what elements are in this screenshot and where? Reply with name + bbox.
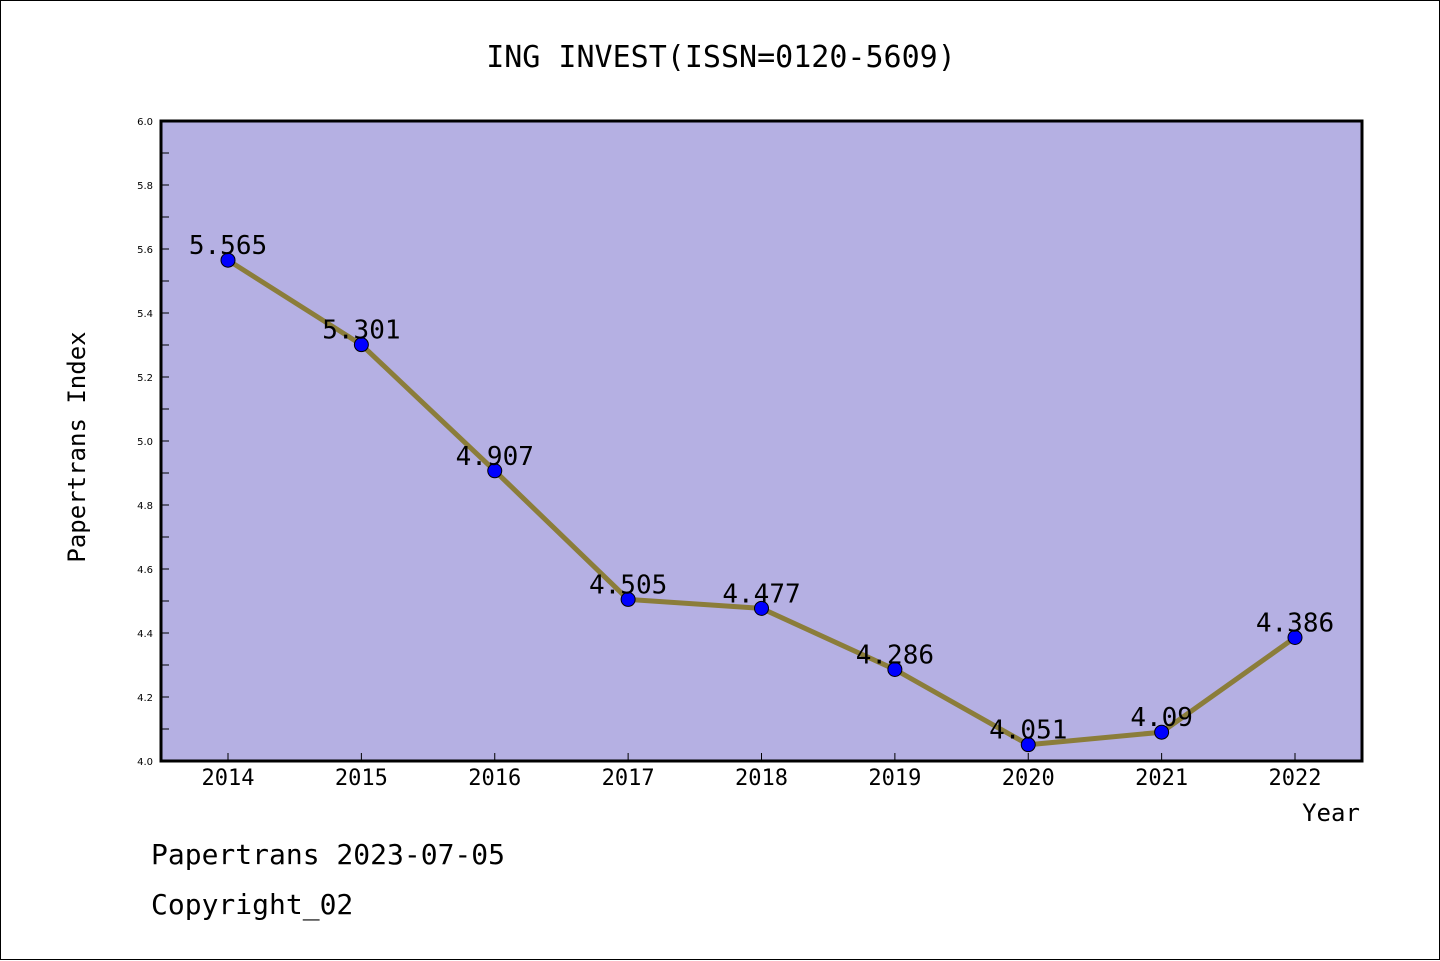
footer-copyright: Copyright_02 — [151, 888, 353, 922]
data-label: 4.286 — [856, 640, 934, 670]
x-tick-label: 2020 — [1002, 766, 1055, 791]
x-tick-label: 2022 — [1269, 766, 1322, 791]
data-point — [487, 463, 503, 479]
data-point — [1154, 724, 1170, 740]
x-axis-label: Year — [1302, 799, 1360, 827]
data-point — [1020, 737, 1036, 753]
data-point — [887, 661, 903, 677]
y-tick-label: 4.8 — [137, 501, 153, 512]
data-point — [220, 252, 236, 268]
footer-date: Papertrans 2023-07-05 — [151, 838, 505, 871]
chart-title: ING INVEST(ISSN=0120-5609) — [486, 40, 956, 75]
data-label: 4.505 — [589, 570, 667, 600]
data-label: 4.386 — [1256, 608, 1334, 638]
data-label: 4.477 — [722, 579, 800, 609]
x-tick-label: 2016 — [468, 766, 521, 791]
data-points — [220, 252, 1303, 753]
data-label: 5.301 — [322, 316, 400, 346]
data-labels: 5.565 5.301 4.907 4.505 4.477 4.286 4.051 4.09 4… — [189, 231, 1334, 745]
x-tick-label: 2021 — [1135, 766, 1188, 791]
data-label: 4.907 — [456, 442, 534, 472]
y-axis: 4.0 4.2 4.4 4.6 4.8 5.0 5.2 5.4 5.6 5.8 6.0 — [137, 117, 169, 768]
plot-area — [161, 121, 1362, 761]
data-point — [620, 591, 636, 607]
x-tick-label: 2015 — [335, 766, 388, 791]
y-tick-label: 5.8 — [137, 181, 153, 192]
y-tick-label: 6.0 — [137, 117, 153, 128]
x-tick-label: 2018 — [735, 766, 788, 791]
y-tick-label: 4.0 — [137, 757, 153, 768]
x-tick-label: 2017 — [602, 766, 655, 791]
data-label: 5.565 — [189, 231, 267, 261]
y-tick-label: 4.4 — [137, 629, 153, 640]
y-axis-label: Papertrans Index — [63, 331, 91, 562]
data-point — [353, 337, 369, 353]
y-tick-label: 5.4 — [137, 309, 153, 320]
x-axis: 2014 2015 2016 2017 2018 2019 2020 2021 2022 — [202, 753, 1322, 791]
y-tick-label: 5.0 — [137, 437, 153, 448]
y-tick-label: 4.6 — [137, 565, 153, 576]
y-tick-label: 4.2 — [137, 693, 153, 704]
y-tick-label: 5.6 — [137, 245, 153, 256]
data-label: 4.09 — [1130, 703, 1193, 733]
x-tick-label: 2014 — [202, 766, 255, 791]
x-tick-label: 2019 — [868, 766, 921, 791]
y-tick-label: 5.2 — [137, 373, 153, 384]
data-point — [1287, 629, 1303, 645]
plot-border — [159, 119, 1364, 763]
data-label: 4.051 — [989, 716, 1067, 746]
data-point — [754, 600, 769, 616]
